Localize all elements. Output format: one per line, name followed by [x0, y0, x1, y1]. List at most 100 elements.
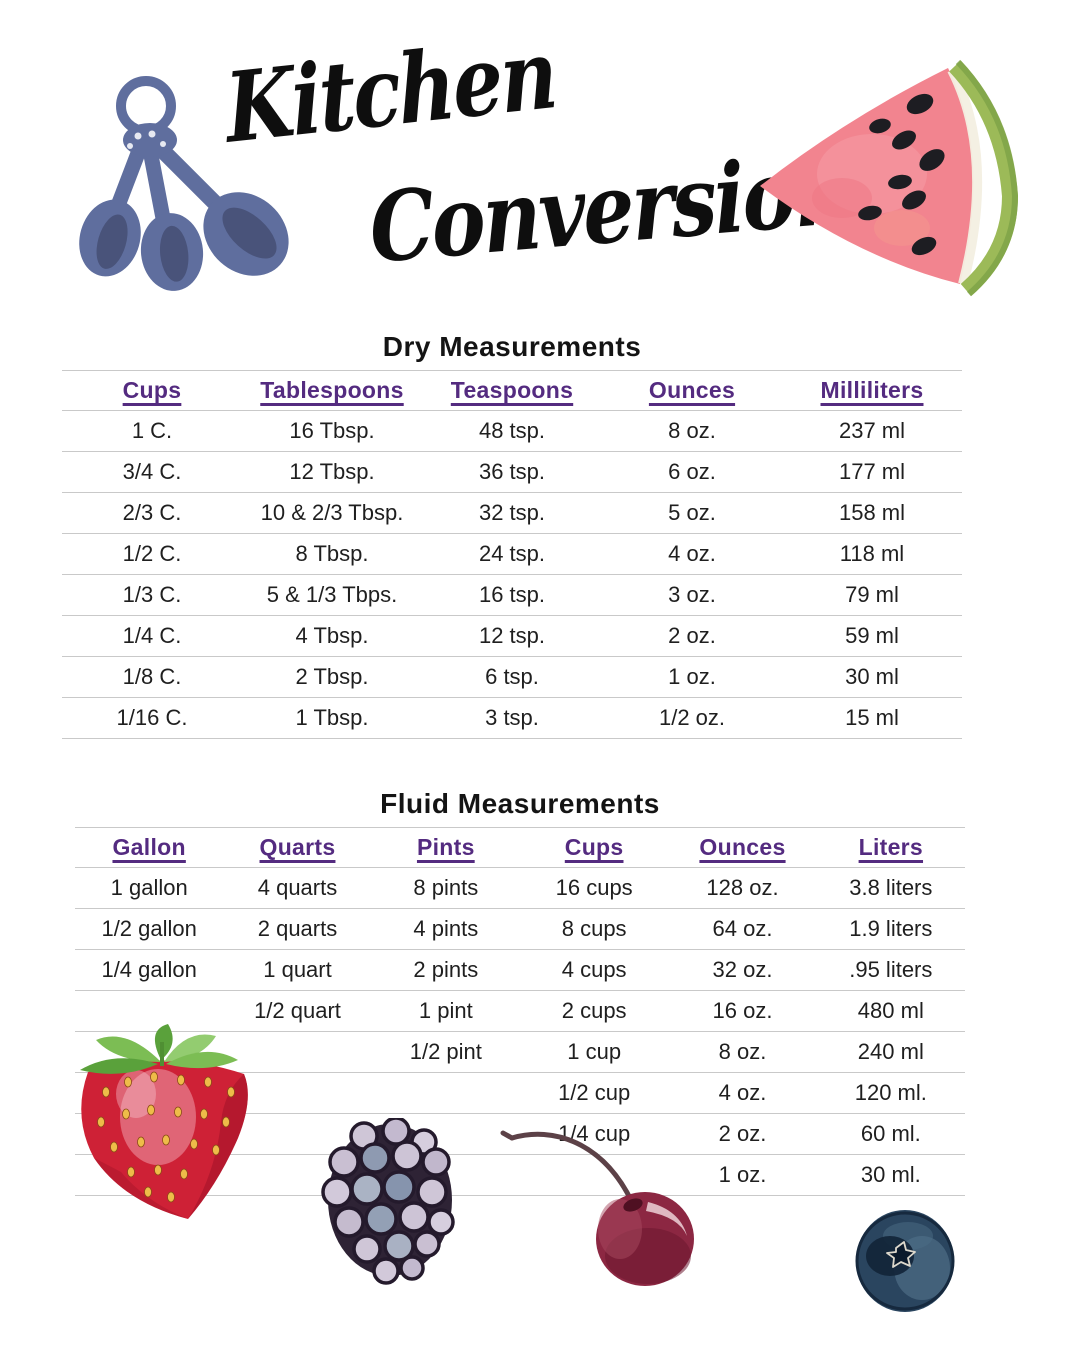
table-cell: 1/2 C. — [122, 541, 182, 566]
table-cell: 3 oz. — [668, 582, 716, 607]
fluid-measurements-section: Fluid Measurements Gallon Quarts Pints Cups… — [75, 789, 965, 1196]
table-cell: 1.9 liters — [849, 916, 933, 941]
table-row: 1/4 cup 2 oz. 60 ml. — [75, 1114, 965, 1155]
table-cell: .95 liters — [849, 957, 933, 982]
table-cell: 79 ml — [845, 582, 899, 607]
table-cell: 64 oz. — [712, 916, 773, 941]
table-cell: 16 cups — [555, 875, 633, 900]
table-cell: 2 oz. — [668, 623, 716, 648]
table-row: 1 C. 16 Tbsp. 48 tsp. 8 oz. 237 ml — [62, 411, 962, 452]
table-cell: 1 pint — [418, 998, 473, 1023]
table-cell: 3.8 liters — [849, 875, 933, 900]
column-header: Tablespoons — [260, 377, 404, 403]
table-cell: 1 cup — [567, 1039, 622, 1064]
table-row: 1/2 quart 1 pint 2 cups 16 oz. 480 ml — [75, 991, 965, 1032]
table-cell: 24 tsp. — [478, 541, 546, 566]
table-cell: 4 quarts — [257, 875, 338, 900]
table-cell: 60 ml. — [860, 1121, 921, 1146]
table-cell: 4 cups — [561, 957, 627, 982]
dry-measurements-section: Dry Measurements Cups Tablespoons Teaspoon… — [62, 332, 962, 739]
table-cell: 12 Tbsp. — [289, 459, 375, 484]
dry-table-title: Dry Measurements — [382, 331, 642, 362]
table-cell: 4 Tbsp. — [295, 623, 369, 648]
column-header: Cups — [122, 377, 182, 403]
table-header-row: Cups Tablespoons Teaspoons Ounces Milliliter… — [62, 370, 962, 411]
table-cell: 8 oz. — [668, 418, 716, 443]
table-cell: 1/2 cup — [558, 1080, 631, 1105]
table-cell: 1 quart — [263, 957, 332, 982]
table-cell: 16 tsp. — [478, 582, 546, 607]
table-row: 1/2 C. 8 Tbsp. 24 tsp. 4 oz. 118 ml — [62, 534, 962, 575]
table-cell: 4 oz. — [718, 1080, 767, 1105]
table-cell: 2/3 C. — [122, 500, 182, 525]
table-cell: 177 ml — [838, 459, 906, 484]
table-cell: 1/2 quart — [254, 998, 341, 1023]
table-row: 1/4 gallon 1 quart 2 pints 4 cups 32 oz. .95 … — [75, 950, 965, 991]
table-cell: 10 & 2/3 Tbsp. — [260, 500, 404, 525]
table-cell: 2 cups — [561, 998, 627, 1023]
table-cell: 5 oz. — [668, 500, 716, 525]
column-header: Quarts — [259, 834, 336, 860]
column-header: Milliliters — [820, 377, 924, 403]
table-cell: 1/3 C. — [122, 582, 182, 607]
column-header: Ounces — [648, 377, 736, 403]
fluid-table-title: Fluid Measurements — [380, 788, 660, 819]
table-cell: 4 pints — [413, 916, 479, 941]
table-cell: 128 oz. — [706, 875, 779, 900]
table-row: 1/2 pint 1 cup 8 oz. 240 ml — [75, 1032, 965, 1073]
table-cell: 3 tsp. — [485, 705, 539, 730]
table-cell: 2 quarts — [257, 916, 338, 941]
table-cell: 1/8 C. — [122, 664, 182, 689]
cherry-icon — [500, 1130, 694, 1286]
table-cell: 32 tsp. — [478, 500, 546, 525]
table-cell: 5 & 1/3 Tbps. — [266, 582, 398, 607]
table-cell: 480 ml — [857, 998, 924, 1023]
table-cell: 30 ml. — [860, 1162, 921, 1187]
table-cell: 6 tsp. — [485, 664, 539, 689]
table-cell: 16 oz. — [712, 998, 773, 1023]
table-cell: 12 tsp. — [478, 623, 546, 648]
table-cell: 1/16 C. — [116, 705, 188, 730]
table-row: 1/2 cup 4 oz. 120 ml. — [75, 1073, 965, 1114]
table-cell: 4 oz. — [668, 541, 716, 566]
table-cell: 1 oz. — [668, 664, 716, 689]
table-cell: 2 Tbsp. — [295, 664, 369, 689]
table-row: 1/8 C. 2 Tbsp. 6 tsp. 1 oz. 30 ml — [62, 657, 962, 698]
table-row: 3/4 C. 12 Tbsp. 36 tsp. 6 oz. 177 ml — [62, 452, 962, 493]
table-cell: 6 oz. — [668, 459, 716, 484]
table-cell: 1 oz. — [718, 1162, 767, 1187]
table-row: 1 oz. 30 ml. — [75, 1155, 965, 1196]
table-row: 1/16 C. 1 Tbsp. 3 tsp. 1/2 oz. 15 ml — [62, 698, 962, 739]
strawberry-icon — [80, 1024, 248, 1219]
table-cell: 8 pints — [413, 875, 479, 900]
watermelon-slice-icon — [760, 59, 1019, 297]
table-cell: 8 oz. — [718, 1039, 767, 1064]
blueberry-icon — [855, 1210, 955, 1312]
table-cell: 1 gallon — [110, 875, 188, 900]
table-cell: 36 tsp. — [478, 459, 546, 484]
column-header: Liters — [858, 834, 924, 860]
table-cell: 48 tsp. — [478, 418, 546, 443]
table-cell: 158 ml — [838, 500, 906, 525]
column-header: Teaspoons — [450, 377, 574, 403]
column-header: Ounces — [699, 834, 786, 860]
table-cell: 1/2 pint — [409, 1039, 482, 1064]
measuring-spoons-icon — [79, 76, 289, 291]
table-cell: 1 Tbsp. — [295, 705, 369, 730]
column-header: Pints — [416, 834, 475, 860]
table-row: 1 gallon 4 quarts 8 pints 16 cups 128 oz. 3.8… — [75, 868, 965, 909]
table-row: 1/3 C. 5 & 1/3 Tbps. 16 tsp. 3 oz. 79 ml — [62, 575, 962, 616]
table-cell: 237 ml — [838, 418, 906, 443]
blackberry-icon — [321, 1118, 455, 1285]
fluid-measurements-table: Gallon Quarts Pints Cups Ounces Liters 1 gallo… — [75, 827, 965, 1196]
table-row: 1/4 C. 4 Tbsp. 12 tsp. 2 oz. 59 ml — [62, 616, 962, 657]
table-header-row: Gallon Quarts Pints Cups Ounces Liters — [75, 827, 965, 868]
table-cell: 30 ml — [845, 664, 899, 689]
table-cell: 1/4 gallon — [101, 957, 197, 982]
table-row: 2/3 C. 10 & 2/3 Tbsp. 32 tsp. 5 oz. 158 ml — [62, 493, 962, 534]
table-cell: 118 ml — [839, 541, 905, 566]
table-cell: 59 ml — [845, 623, 899, 648]
table-cell: 1 C. — [131, 418, 173, 443]
table-cell: 3/4 C. — [122, 459, 182, 484]
table-cell: 240 ml — [857, 1039, 924, 1064]
